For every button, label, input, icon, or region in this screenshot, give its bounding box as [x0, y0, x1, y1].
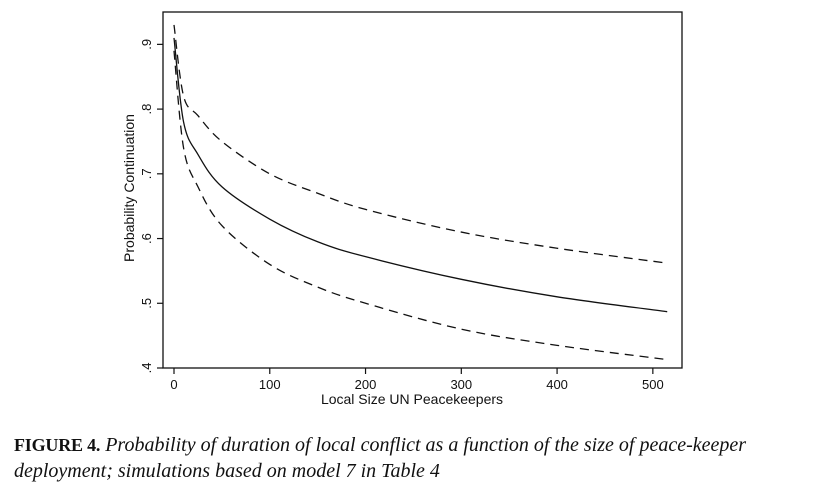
figure-caption: FIGURE 4. Probability of duration of loc…: [14, 432, 804, 484]
y-axis-label: Probability Continuation: [121, 114, 137, 262]
estimate-line: [173, 37, 668, 313]
upper-bound-line: [173, 24, 668, 264]
y-tick-label: .8: [139, 104, 154, 115]
lower-bound-line: [173, 50, 668, 361]
x-axis-label: Local Size UN Peacekeepers: [321, 391, 503, 407]
x-tick-label: 500: [642, 377, 664, 392]
x-tick-label: 0: [170, 377, 177, 392]
y-tick-label: .7: [139, 168, 154, 179]
axes: 0 100 200 300 400 500 .4 .5 .6 .7 .8 .9: [139, 11, 683, 392]
plot-frame: [162, 11, 683, 369]
chart: 0 100 200 300 400 500 .4 .5 .6 .7 .8 .9 Local Size …: [121, 11, 683, 407]
series-lines: [173, 24, 668, 361]
y-tick-label: .6: [139, 233, 154, 244]
x-tick-label: 200: [355, 377, 377, 392]
y-tick-label: .4: [139, 363, 154, 374]
y-tick-label: .5: [139, 298, 154, 309]
caption-label: FIGURE 4.: [14, 435, 101, 455]
caption-text: Probability of duration of local conflic…: [14, 434, 747, 482]
x-tick-label: 100: [259, 377, 281, 392]
x-tick-label: 400: [546, 377, 568, 392]
x-tick-label: 300: [450, 377, 472, 392]
y-tick-label: .9: [139, 39, 154, 50]
